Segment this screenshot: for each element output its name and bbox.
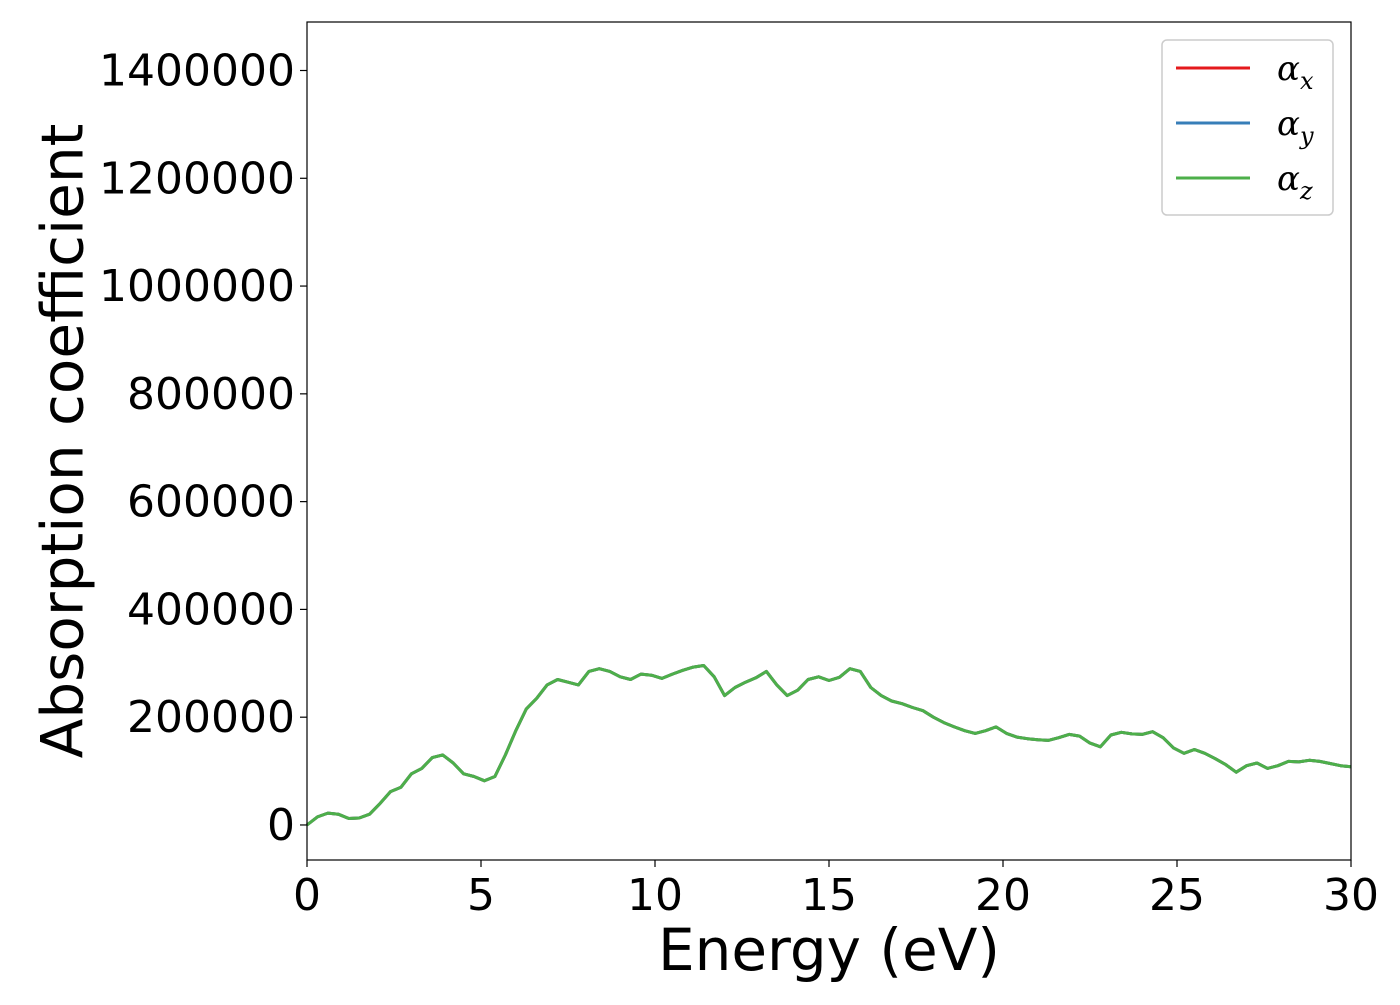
series-line-alpha_y [306, 664, 1352, 827]
x-tick-label: 10 [627, 870, 683, 921]
series-line-alpha_x [306, 664, 1352, 827]
legend-subscript: x [1300, 67, 1314, 95]
x-axis-ticks: 0 5 10 15 20 25 30 [293, 860, 1379, 921]
y-axis-label: Absorption coefficient [28, 124, 96, 759]
y-tick-label: 800000 [127, 369, 295, 420]
x-axis-label: Energy (eV) [658, 916, 1000, 984]
legend-subscript: z [1299, 177, 1313, 205]
y-tick-label: 1200000 [99, 153, 295, 204]
y-tick-label: 600000 [127, 477, 295, 528]
series-line-alpha_z [306, 664, 1352, 827]
x-tick-label: 25 [1149, 870, 1205, 921]
legend-label-alpha_y: αy [1277, 104, 1314, 150]
y-tick-label: 200000 [127, 692, 295, 743]
y-tick-label: 1400000 [99, 46, 295, 97]
legend-subscript: y [1299, 122, 1314, 150]
x-tick-label: 30 [1323, 870, 1379, 921]
y-tick-label: 0 [267, 800, 295, 851]
y-tick-label: 1000000 [99, 261, 295, 312]
x-tick-label: 5 [467, 870, 495, 921]
legend-label-alpha_x: αx [1277, 49, 1314, 95]
series-lines [306, 664, 1352, 827]
x-tick-label: 20 [975, 870, 1031, 921]
legend-box [1161, 39, 1334, 216]
y-tick-label: 400000 [127, 584, 295, 635]
y-axis-ticks: 0 200000 400000 600000 800000 1000000 1200000 1… [99, 46, 307, 851]
x-tick-label: 0 [293, 870, 321, 921]
x-tick-label: 15 [801, 870, 857, 921]
plot-frame [306, 21, 1352, 861]
